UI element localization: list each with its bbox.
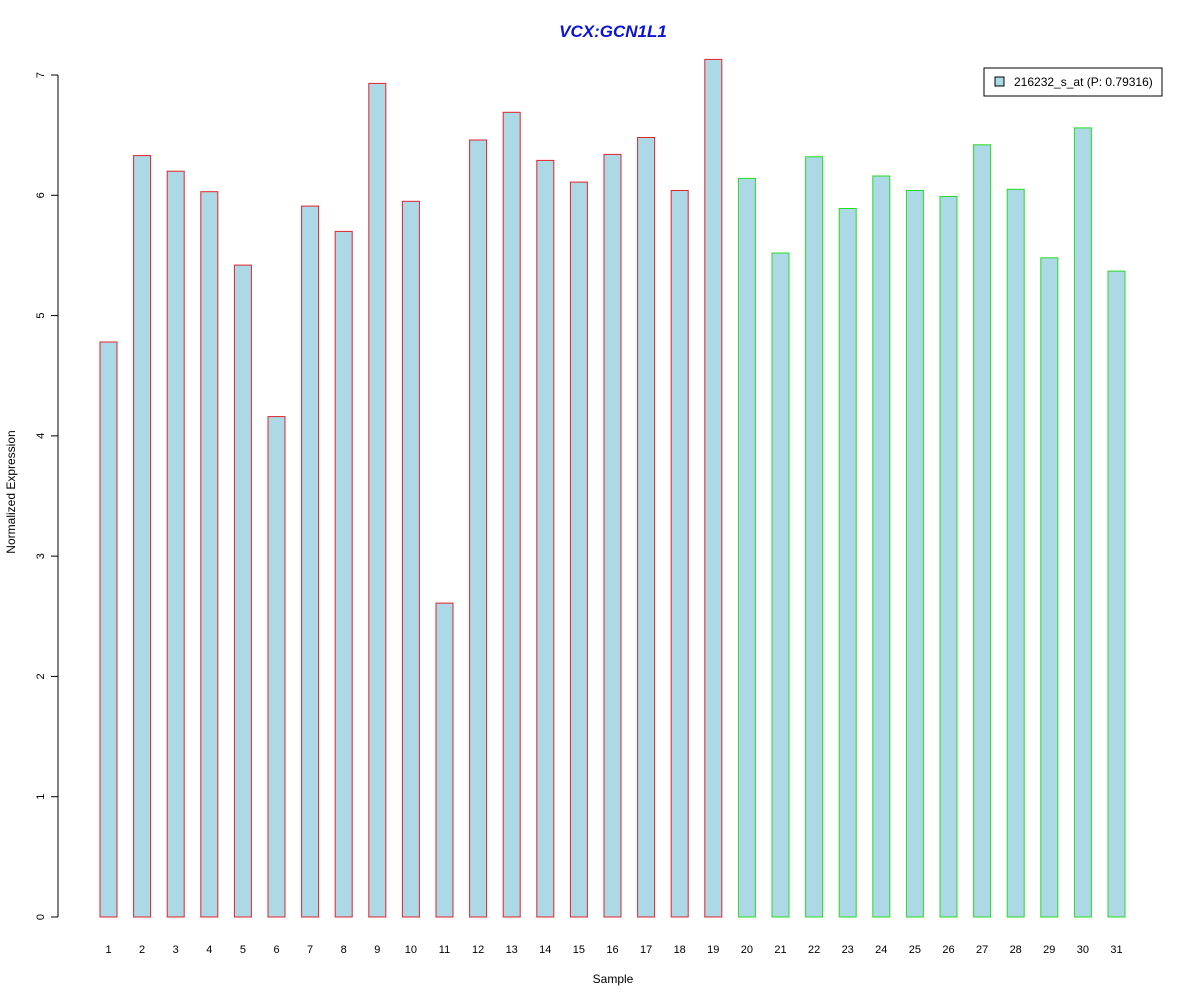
bar-sample-18 bbox=[670, 190, 689, 918]
bars bbox=[99, 58, 1126, 918]
bar-sample-6 bbox=[267, 416, 286, 918]
bar-sample-12 bbox=[469, 139, 488, 918]
x-tick-label: 30 bbox=[1077, 944, 1089, 956]
x-tick-label: 16 bbox=[606, 944, 618, 956]
chart-title: VCX:GCN1L1 bbox=[559, 22, 667, 41]
x-tick-label: 8 bbox=[341, 944, 347, 956]
x-tick-label: 20 bbox=[741, 944, 753, 956]
x-tick-label: 2 bbox=[139, 944, 145, 956]
x-tick-label: 19 bbox=[707, 944, 719, 956]
legend-box bbox=[983, 67, 1163, 97]
x-tick-label: 4 bbox=[206, 944, 212, 956]
x-tick-label: 23 bbox=[842, 944, 854, 956]
y-tick-label: 1 bbox=[35, 794, 47, 800]
bar-sample-21 bbox=[771, 252, 790, 918]
bar-sample-13 bbox=[502, 111, 521, 918]
x-tick-label: 28 bbox=[1010, 944, 1022, 956]
bar-sample-22 bbox=[805, 156, 824, 918]
bar-sample-28 bbox=[1006, 188, 1025, 918]
x-tick-label: 29 bbox=[1043, 944, 1055, 956]
bar-sample-10 bbox=[401, 200, 420, 918]
x-tick-label: 1 bbox=[105, 944, 111, 956]
x-axis-tick-labels: 1 2 3 4 5 6 7 8 9 10 11 12 13 14 15 16 17 18 19 20 21 22 23 24 2… bbox=[105, 944, 1122, 956]
bar-sample-20 bbox=[737, 177, 756, 918]
legend-label: 216232_s_at (P: 0.79316) bbox=[1014, 75, 1153, 89]
x-tick-label: 13 bbox=[506, 944, 518, 956]
y-tick-label: 3 bbox=[35, 553, 47, 559]
bar-sample-7 bbox=[301, 205, 320, 918]
bar-sample-8 bbox=[334, 230, 353, 918]
bar-sample-16 bbox=[603, 153, 622, 918]
bar-sample-31 bbox=[1107, 270, 1126, 918]
y-tick-label: 0 bbox=[35, 914, 47, 920]
x-tick-label: 12 bbox=[472, 944, 484, 956]
bar-sample-5 bbox=[233, 264, 252, 918]
y-axis-label: Normalized Expression bbox=[4, 430, 18, 553]
bar-sample-30 bbox=[1073, 127, 1092, 918]
bar-sample-24 bbox=[872, 175, 891, 918]
bar-sample-25 bbox=[905, 190, 924, 918]
x-tick-label: 3 bbox=[173, 944, 179, 956]
x-tick-label: 14 bbox=[539, 944, 551, 956]
x-tick-label: 21 bbox=[774, 944, 786, 956]
bar-sample-29 bbox=[1040, 257, 1059, 918]
x-tick-label: 5 bbox=[240, 944, 246, 956]
bar-sample-19 bbox=[704, 58, 723, 918]
y-tick-label: 7 bbox=[35, 72, 47, 78]
y-tick-label: 5 bbox=[35, 313, 47, 319]
x-tick-label: 6 bbox=[273, 944, 279, 956]
bar-sample-4 bbox=[200, 191, 219, 918]
x-tick-label: 25 bbox=[909, 944, 921, 956]
legend: 216232_s_at (P: 0.79316) bbox=[983, 67, 1163, 97]
x-tick-label: 7 bbox=[307, 944, 313, 956]
bar-sample-27 bbox=[973, 144, 992, 918]
bar-sample-2 bbox=[133, 155, 152, 918]
x-tick-label: 18 bbox=[674, 944, 686, 956]
x-tick-label: 24 bbox=[875, 944, 887, 956]
y-tick-label: 2 bbox=[35, 673, 47, 679]
x-tick-label: 27 bbox=[976, 944, 988, 956]
x-tick-label: 9 bbox=[374, 944, 380, 956]
bar-sample-1 bbox=[99, 341, 118, 918]
x-tick-label: 10 bbox=[405, 944, 417, 956]
bar-sample-3 bbox=[166, 170, 185, 918]
bar-sample-23 bbox=[838, 208, 857, 918]
x-tick-label: 31 bbox=[1110, 944, 1122, 956]
bar-sample-14 bbox=[536, 159, 555, 918]
x-tick-label: 15 bbox=[573, 944, 585, 956]
y-tick-label: 4 bbox=[35, 433, 47, 439]
x-axis-label: Sample bbox=[593, 972, 634, 986]
x-tick-label: 11 bbox=[439, 944, 450, 956]
x-tick-label: 17 bbox=[640, 944, 652, 956]
x-tick-label: 26 bbox=[942, 944, 954, 956]
legend-swatch bbox=[994, 76, 1005, 87]
y-tick-label: 6 bbox=[35, 192, 47, 198]
x-tick-label: 22 bbox=[808, 944, 820, 956]
bar-sample-26 bbox=[939, 196, 958, 918]
bar-sample-17 bbox=[637, 137, 656, 918]
bar-sample-15 bbox=[569, 181, 588, 918]
bar-sample-9 bbox=[368, 82, 387, 918]
y-axis: 0 1 2 3 4 5 6 7 bbox=[35, 72, 59, 920]
bar-sample-11 bbox=[435, 602, 454, 918]
